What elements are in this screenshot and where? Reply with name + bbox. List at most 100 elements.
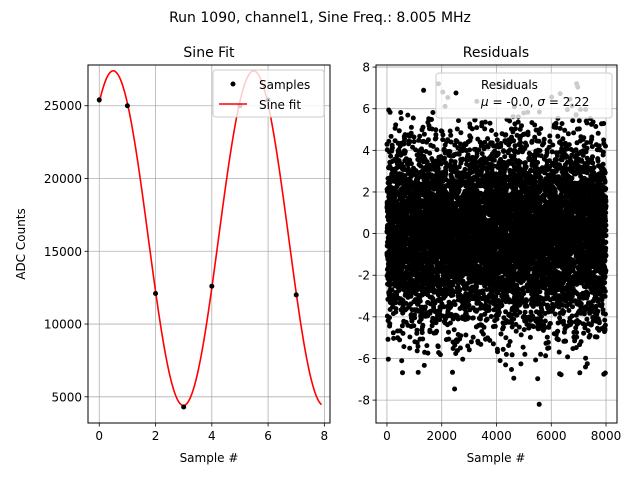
residual-point (517, 309, 523, 315)
residual-point (498, 331, 504, 337)
residual-point (414, 348, 420, 354)
residual-point (420, 124, 426, 130)
residual-point (492, 323, 498, 329)
residuals-plot-area (384, 81, 609, 407)
sine-fit-title: Sine Fit (183, 45, 235, 61)
sine-fit-legend-box (212, 69, 325, 118)
residuals-ytick-label: 6 (362, 102, 370, 116)
residual-point (427, 329, 433, 335)
residual-point (452, 159, 458, 165)
residual-point (393, 306, 399, 312)
residual-point (511, 138, 517, 144)
residual-point (440, 132, 446, 138)
residual-point (458, 333, 464, 339)
residual-point (485, 136, 491, 142)
residual-point (400, 330, 406, 336)
residual-point (507, 118, 513, 124)
residual-point (429, 264, 435, 270)
residuals-ytick-label: -2 (358, 269, 370, 283)
residual-point (411, 134, 417, 140)
residual-point (468, 135, 474, 141)
sine-fit-ytick-label: 15000 (44, 245, 82, 259)
sine-fit-ylabel: ADC Counts (14, 208, 28, 280)
residual-point (446, 336, 452, 342)
residual-point (408, 130, 414, 136)
residual-point (451, 327, 457, 333)
residual-point (458, 130, 464, 136)
residual-point (398, 110, 404, 115)
residual-point (481, 324, 487, 330)
residual-point (514, 282, 520, 288)
residual-point (468, 339, 474, 345)
residual-point (401, 141, 407, 147)
residual-point (408, 161, 414, 167)
residual-point (390, 330, 396, 336)
residual-point (435, 344, 441, 350)
sample-point (209, 283, 215, 289)
residual-point (511, 316, 517, 322)
residual-point (419, 330, 425, 336)
figure-suptitle: Run 1090, channel1, Sine Freq.: 8.005 MH… (169, 10, 471, 26)
residual-point (389, 145, 395, 151)
residual-point (415, 343, 421, 349)
sample-point (293, 292, 299, 298)
residual-point (495, 349, 500, 355)
residual-point (438, 161, 444, 167)
residual-point (495, 150, 501, 156)
sine-fit-xtick-label: 2 (152, 429, 160, 443)
residual-point (412, 315, 418, 321)
residuals-xtick-label: 0 (383, 429, 391, 443)
residual-point (463, 332, 469, 338)
residual-point (425, 350, 431, 356)
sample-point (96, 97, 102, 103)
residual-point (513, 328, 519, 334)
residual-point (470, 315, 476, 321)
residual-point (489, 128, 494, 133)
residual-point (503, 351, 509, 357)
residual-point (407, 345, 413, 351)
residual-point (429, 323, 435, 329)
residual-point (503, 362, 509, 368)
residual-point (397, 337, 403, 343)
residual-point (456, 118, 461, 124)
residual-point (385, 356, 391, 362)
residual-point (405, 112, 411, 118)
residual-point (443, 171, 449, 177)
residual-point (487, 337, 493, 343)
residual-point (433, 320, 439, 326)
residual-point (399, 358, 405, 364)
residual-point (502, 154, 508, 160)
residual-point (411, 323, 417, 329)
residual-point (432, 300, 438, 306)
residual-point (500, 346, 506, 352)
sample-point (181, 404, 187, 410)
legend-marker-samples (230, 81, 236, 87)
residual-point (466, 347, 472, 353)
residual-point (402, 136, 407, 141)
residual-point (482, 126, 488, 132)
residual-point (422, 304, 428, 310)
residual-point (460, 356, 466, 362)
residual-point (387, 321, 393, 327)
residual-point (447, 128, 453, 134)
residuals-ytick-label: -4 (358, 310, 370, 324)
residual-point (442, 155, 447, 161)
residuals-chart: Residuals 0 2000 4000 6000 8000-8-6-4-202468… (358, 45, 621, 465)
residual-point (478, 341, 484, 347)
residual-point (454, 126, 460, 132)
residual-point (466, 302, 472, 308)
residual-point (430, 110, 436, 115)
residual-point (399, 323, 405, 329)
residual-point (393, 122, 399, 128)
residual-point (427, 150, 433, 156)
residual-point (405, 166, 411, 172)
sine-fit-xtick-label: 6 (264, 429, 272, 443)
sine-fit-curve (98, 70, 323, 407)
residual-point (387, 283, 393, 288)
residual-point (503, 132, 509, 138)
legend-label-samples: Samples (259, 78, 310, 92)
residual-point (387, 315, 392, 321)
sample-point (124, 103, 130, 109)
residual-point (421, 87, 427, 93)
residual-point (434, 147, 440, 153)
